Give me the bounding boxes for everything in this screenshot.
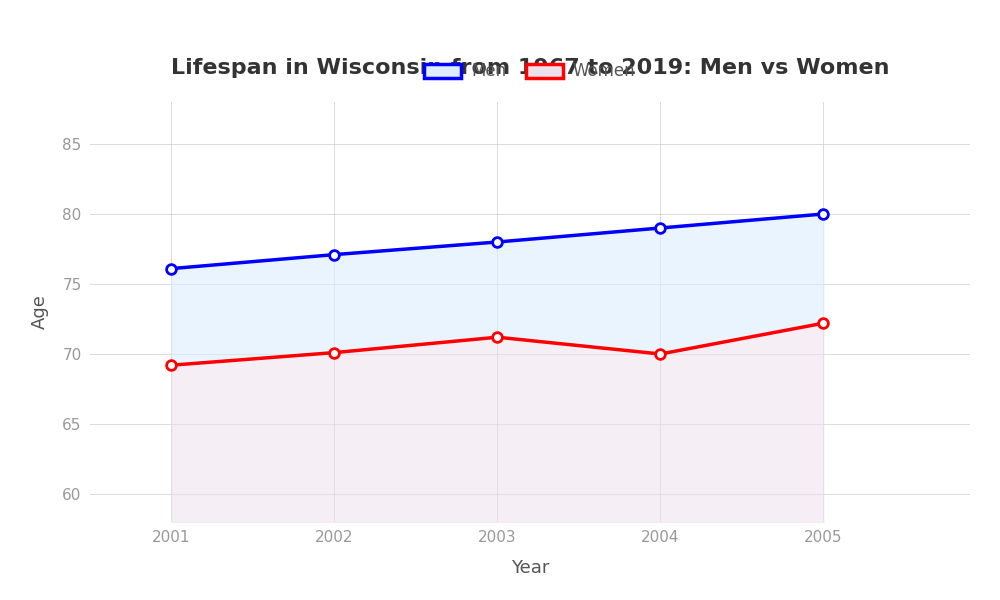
Title: Lifespan in Wisconsin from 1967 to 2019: Men vs Women: Lifespan in Wisconsin from 1967 to 2019:…	[171, 58, 889, 78]
X-axis label: Year: Year	[511, 559, 549, 577]
Y-axis label: Age: Age	[30, 295, 48, 329]
Legend: Men, Women: Men, Women	[418, 56, 642, 87]
